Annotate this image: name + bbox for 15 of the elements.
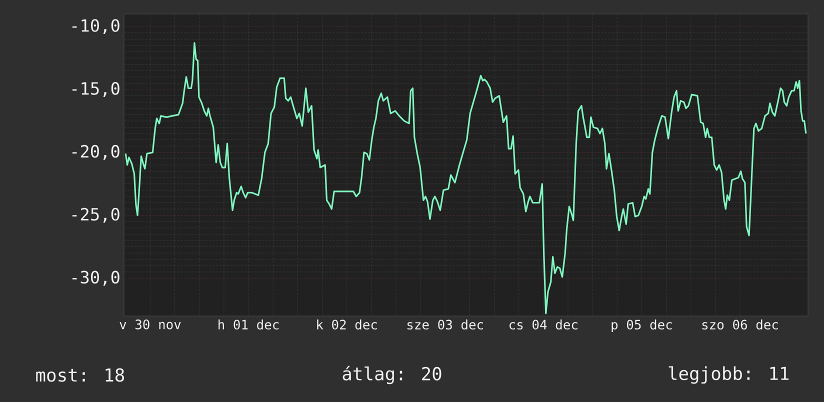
y-tick-label: -20,0: [72, 144, 120, 160]
text: legjobb: 11: [668, 366, 789, 384]
x-tick-label: h 01 dec: [218, 320, 279, 330]
x-tick-label: sze 03 dec: [407, 320, 484, 330]
y-tick-label: -25,0: [72, 208, 120, 223]
x-tick-label: k 02 dec: [317, 320, 377, 330]
x-tick-label: szo 06 dec: [702, 320, 778, 330]
text: átlag: 20: [342, 366, 442, 384]
y-tick-label: -15,0: [72, 82, 120, 97]
x-tick-label: v 30 nov: [120, 320, 181, 330]
text: most: 18: [36, 368, 124, 382]
x-tick-label: p 05 dec: [612, 320, 672, 332]
y-tick-label: -30,0: [72, 270, 120, 286]
y-tick-label: -10,0: [72, 19, 120, 34]
x-tick-label: cs 04 dec: [510, 320, 578, 330]
